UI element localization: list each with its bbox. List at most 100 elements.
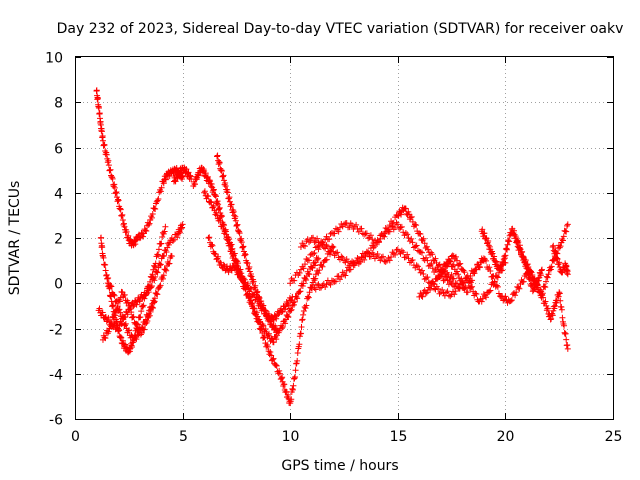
data-series-arc-4 xyxy=(104,252,175,344)
data-point-marker xyxy=(205,193,212,200)
y-axis-tick-labels: -6 -4 -2 0 2 4 6 8 10 xyxy=(45,51,63,429)
data-point-marker xyxy=(449,252,456,259)
data-point-marker xyxy=(406,211,413,218)
data-point-marker xyxy=(102,261,109,268)
y-tick-label: 6 xyxy=(54,142,63,158)
data-point-marker xyxy=(246,263,253,270)
data-point-marker xyxy=(450,261,457,268)
data-point-marker xyxy=(235,260,242,267)
data-point-marker xyxy=(365,235,372,242)
data-point-marker xyxy=(332,278,339,285)
data-point-marker xyxy=(423,275,430,282)
data-point-marker xyxy=(451,291,458,298)
data-point-marker xyxy=(170,236,177,243)
data-point-marker xyxy=(124,299,131,306)
data-point-marker xyxy=(417,248,424,255)
data-series-arc-1 xyxy=(93,87,186,249)
data-point-marker xyxy=(230,208,237,215)
data-point-marker xyxy=(98,128,105,135)
data-point-marker xyxy=(465,283,472,290)
data-point-marker xyxy=(138,308,145,315)
data-point-marker xyxy=(118,334,125,341)
data-point-marker xyxy=(98,234,105,241)
data-point-marker xyxy=(517,245,524,252)
data-point-marker xyxy=(296,341,303,348)
data-point-marker xyxy=(427,262,434,269)
data-point-marker xyxy=(268,352,275,359)
data-point-marker xyxy=(504,246,511,253)
data-point-marker xyxy=(112,189,119,196)
data-point-marker xyxy=(288,306,295,313)
data-point-marker xyxy=(407,214,414,221)
data-point-marker xyxy=(532,281,539,288)
data-point-marker xyxy=(279,323,286,330)
data-point-marker xyxy=(551,302,558,309)
data-point-marker xyxy=(206,177,213,184)
data-point-marker xyxy=(119,337,126,344)
data-point-marker xyxy=(516,285,523,292)
data-point-marker xyxy=(557,243,564,250)
data-point-marker xyxy=(290,382,297,389)
data-point-marker xyxy=(273,362,280,369)
data-point-marker xyxy=(142,227,149,234)
data-point-marker xyxy=(558,303,565,310)
data-point-marker xyxy=(469,277,476,284)
data-point-marker xyxy=(112,190,119,197)
data-point-marker xyxy=(559,237,566,244)
data-point-marker xyxy=(386,257,393,264)
data-point-marker xyxy=(315,270,322,277)
data-point-marker xyxy=(153,268,160,275)
data-point-marker xyxy=(551,305,558,312)
data-point-marker xyxy=(233,223,240,230)
data-point-marker xyxy=(556,289,563,296)
data-point-marker xyxy=(99,309,106,316)
data-point-marker xyxy=(537,270,544,277)
data-point-marker xyxy=(111,292,118,299)
data-point-marker xyxy=(244,260,251,267)
data-point-marker xyxy=(397,250,404,257)
data-point-marker xyxy=(163,249,170,255)
data-point-marker xyxy=(481,292,488,299)
data-point-marker xyxy=(441,268,448,275)
data-point-marker xyxy=(103,271,110,278)
data-point-marker xyxy=(126,348,133,355)
data-point-marker xyxy=(414,247,421,254)
data-series-arc-7 xyxy=(190,164,322,346)
data-point-marker xyxy=(232,213,239,220)
data-point-marker xyxy=(562,330,569,337)
data-point-marker xyxy=(493,282,500,289)
data-point-marker xyxy=(312,286,319,293)
data-point-marker xyxy=(381,233,388,240)
data-point-marker xyxy=(423,289,430,296)
data-point-marker xyxy=(377,235,384,242)
data-point-marker xyxy=(316,242,323,249)
data-point-marker xyxy=(314,282,321,289)
data-point-marker xyxy=(214,153,221,160)
data-point-marker xyxy=(362,250,369,257)
data-point-marker xyxy=(187,173,194,180)
data-point-marker xyxy=(297,266,304,273)
data-point-marker xyxy=(464,289,471,296)
data-point-marker xyxy=(453,257,460,264)
data-point-marker xyxy=(523,262,530,269)
data-point-marker xyxy=(311,277,318,284)
data-point-marker xyxy=(416,266,423,273)
data-point-marker xyxy=(314,256,321,263)
data-point-marker xyxy=(278,308,285,315)
data-point-marker xyxy=(140,302,147,309)
data-point-marker xyxy=(398,223,405,230)
data-point-marker xyxy=(398,211,405,218)
data-point-marker xyxy=(107,322,114,329)
data-point-marker xyxy=(491,279,498,286)
data-point-marker xyxy=(377,257,384,264)
y-tick-label: 2 xyxy=(54,232,63,248)
data-point-marker xyxy=(111,314,118,321)
data-point-marker xyxy=(118,212,125,219)
data-point-marker xyxy=(122,320,129,327)
data-point-marker xyxy=(542,298,549,305)
data-point-marker xyxy=(276,370,283,377)
data-point-marker xyxy=(238,273,245,280)
data-point-marker xyxy=(282,320,289,327)
data-point-marker xyxy=(304,293,311,300)
data-point-marker xyxy=(115,197,122,204)
